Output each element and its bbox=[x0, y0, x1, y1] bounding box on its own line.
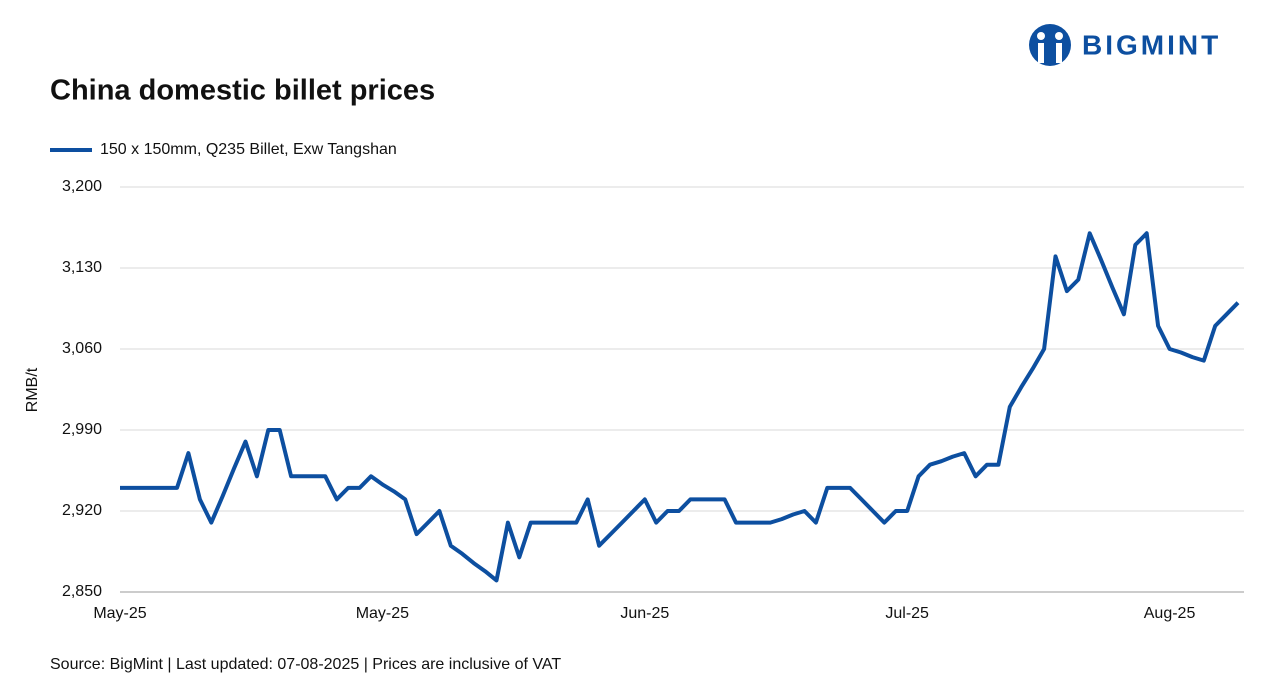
x-tick-label: May-25 bbox=[356, 605, 409, 622]
logo-icon bbox=[1037, 32, 1045, 40]
source-note: Source: BigMint | Last updated: 07-08-20… bbox=[50, 656, 561, 673]
y-tick-label: 2,920 bbox=[62, 502, 102, 519]
x-tick-label: Aug-25 bbox=[1144, 605, 1196, 622]
y-tick-label: 3,200 bbox=[62, 178, 102, 195]
logo: BIGMINT bbox=[1029, 24, 1221, 66]
logo-text: BIGMINT bbox=[1082, 29, 1221, 60]
x-tick-label: Jun-25 bbox=[620, 605, 669, 622]
y-tick-label: 3,130 bbox=[62, 259, 102, 276]
legend-label: 150 x 150mm, Q235 Billet, Exw Tangshan bbox=[100, 141, 397, 158]
logo-icon bbox=[1056, 43, 1062, 63]
y-axis-label: RMB/t bbox=[24, 367, 41, 412]
logo-icon bbox=[1038, 43, 1044, 63]
chart-title: China domestic billet prices bbox=[50, 75, 435, 107]
y-tick-label: 3,060 bbox=[62, 340, 102, 357]
x-tick-label: May-25 bbox=[93, 605, 146, 622]
series-line bbox=[120, 231, 1240, 583]
logo-icon bbox=[1055, 32, 1063, 40]
y-tick-label: 2,990 bbox=[62, 421, 102, 438]
logo-icon bbox=[1029, 24, 1071, 66]
y-tick-label: 2,850 bbox=[62, 583, 102, 600]
x-tick-label: Jul-25 bbox=[885, 605, 929, 622]
